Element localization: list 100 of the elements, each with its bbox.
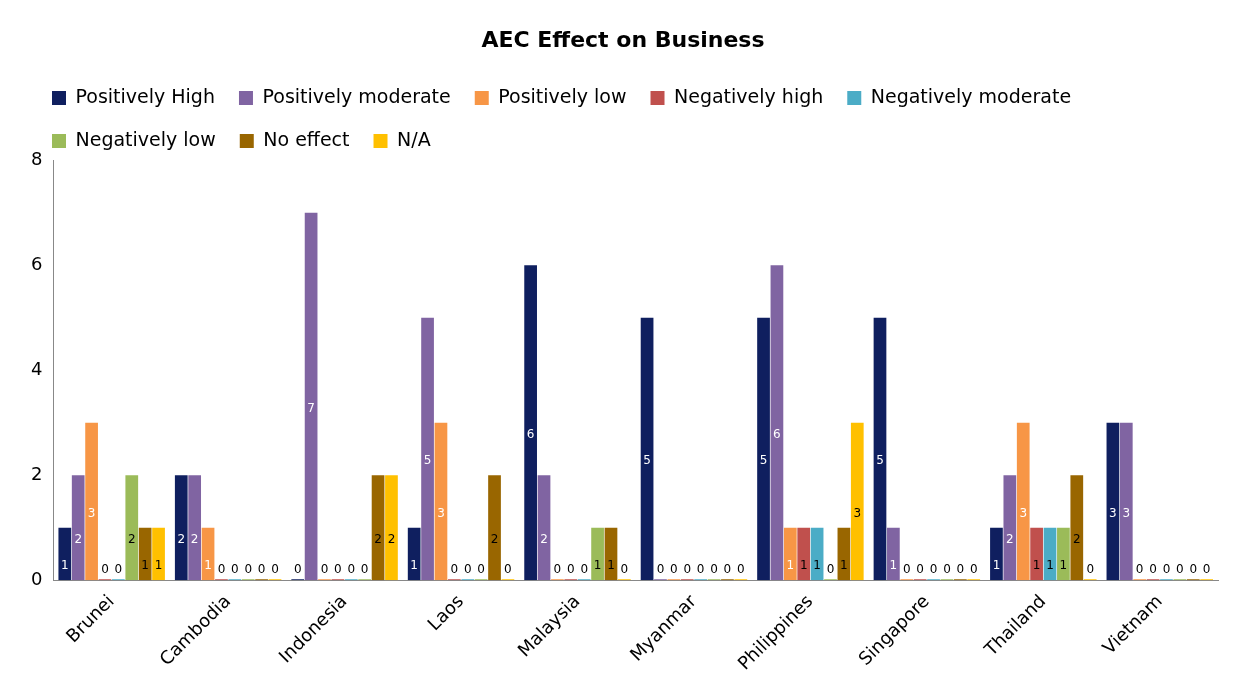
- data-label: 0: [670, 562, 678, 577]
- data-label: 3: [87, 505, 96, 520]
- data-label: 0: [916, 562, 924, 577]
- bar: [174, 475, 188, 581]
- data-label: 1: [204, 558, 212, 573]
- data-label: 0: [320, 562, 329, 577]
- data-label: 0: [956, 562, 965, 577]
- legend-label: Negatively high: [674, 84, 824, 107]
- data-label: 7: [307, 400, 315, 415]
- data-label: 1: [1032, 558, 1041, 573]
- bar: [125, 475, 139, 581]
- data-label: 0: [566, 562, 575, 577]
- data-label: 0: [477, 562, 485, 577]
- legend-label: Negatively moderate: [870, 84, 1072, 107]
- data-label: 0: [656, 562, 665, 577]
- y-tick-label: 2: [31, 462, 43, 484]
- data-label: 1: [889, 558, 898, 573]
- data-label: 0: [231, 562, 239, 577]
- data-label: 3: [437, 505, 445, 520]
- bar: [591, 527, 604, 581]
- data-label: 1: [1059, 558, 1068, 573]
- legend-label: N/A: [397, 127, 431, 150]
- data-label: 2: [1006, 531, 1014, 546]
- data-label: 0: [1086, 562, 1095, 577]
- bar: [1043, 527, 1057, 581]
- data-label: 0: [450, 562, 459, 577]
- data-label: 0: [826, 562, 835, 577]
- data-label: 3: [1019, 505, 1028, 520]
- data-label: 0: [1176, 562, 1184, 577]
- bar: [71, 475, 85, 581]
- bar: [887, 527, 900, 581]
- bar: [1106, 422, 1120, 581]
- data-label: 1: [813, 558, 821, 573]
- data-label: 0: [929, 562, 938, 577]
- data-label: 0: [1162, 562, 1171, 577]
- bar: [810, 527, 824, 581]
- data-label: 1: [786, 558, 795, 573]
- data-label: 0: [580, 562, 589, 577]
- data-label: 1: [840, 558, 848, 573]
- legend-label: Negatively low: [75, 127, 216, 150]
- data-label: 2: [190, 531, 199, 546]
- bar: [371, 475, 385, 581]
- data-label: 2: [374, 531, 382, 546]
- data-label: 0: [553, 562, 562, 577]
- data-label: 0: [696, 562, 705, 577]
- data-label: 2: [490, 531, 499, 546]
- data-label: 0: [620, 562, 629, 577]
- bar: [188, 475, 202, 581]
- bar: [837, 527, 851, 581]
- legend-label: No effect: [263, 127, 350, 150]
- bar: [152, 527, 165, 581]
- data-label: 0: [244, 562, 253, 577]
- data-label: 0: [1135, 562, 1144, 577]
- data-label: 1: [607, 558, 615, 573]
- bar: [537, 475, 551, 581]
- data-label: 0: [902, 562, 911, 577]
- data-label: 0: [347, 562, 356, 577]
- data-label: 2: [1072, 531, 1081, 546]
- data-label: 0: [969, 562, 978, 577]
- bar: [797, 527, 811, 581]
- bar: [138, 527, 152, 581]
- legend-label: Positively moderate: [262, 84, 451, 107]
- data-label: 1: [992, 558, 1001, 573]
- data-label: 2: [387, 531, 396, 546]
- bar: [304, 212, 318, 581]
- data-label: 0: [943, 562, 951, 577]
- bar: [524, 265, 537, 581]
- data-label: 0: [101, 562, 109, 577]
- y-tick-label: 4: [31, 357, 43, 379]
- data-label: 0: [114, 562, 123, 577]
- data-label: 0: [360, 562, 369, 577]
- data-label: 0: [271, 562, 279, 577]
- data-label: 5: [423, 453, 432, 468]
- data-label: 0: [683, 562, 692, 577]
- bar: [1119, 422, 1133, 581]
- bar: [604, 527, 618, 581]
- bar: [385, 475, 398, 581]
- y-tick-label: 0: [31, 567, 43, 589]
- bar: [201, 527, 215, 581]
- bar: [1003, 475, 1017, 581]
- data-label: 3: [1109, 505, 1117, 520]
- bar: [783, 527, 797, 581]
- y-tick-label: 6: [31, 253, 43, 275]
- data-label: 0: [1202, 562, 1211, 577]
- data-label: 0: [504, 562, 512, 577]
- data-label: 0: [723, 562, 732, 577]
- data-label: 5: [643, 453, 651, 468]
- bar: [770, 265, 784, 581]
- data-label: 1: [799, 558, 808, 573]
- data-label: 2: [540, 531, 548, 546]
- bar: [1070, 475, 1084, 581]
- data-label: 6: [773, 426, 781, 441]
- bar: [757, 317, 770, 581]
- data-label: 0: [1149, 562, 1157, 577]
- data-label: 0: [737, 562, 745, 577]
- bar: [58, 527, 72, 581]
- data-label: 0: [1189, 562, 1198, 577]
- data-label: 0: [217, 562, 226, 577]
- data-label: 0: [710, 562, 718, 577]
- bar: [85, 422, 98, 581]
